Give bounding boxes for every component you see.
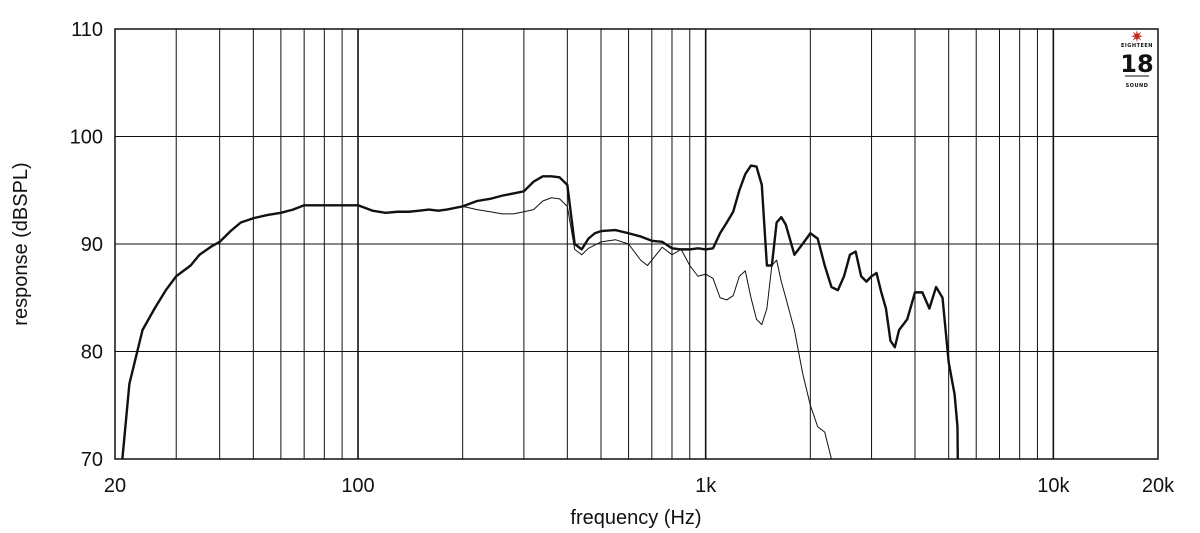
- logo-number: 18: [1120, 50, 1153, 78]
- x-tick-label: 10k: [1037, 475, 1070, 497]
- y-tick-label: 80: [81, 342, 103, 364]
- x-tick-labels: 20 100 1k 10k 20k: [104, 475, 1175, 497]
- y-tick-label: 70: [81, 449, 103, 471]
- x-tick-label: 100: [341, 475, 374, 497]
- y-tick-labels: 70 80 90 100 110: [70, 19, 103, 471]
- x-tick-label: 20k: [1142, 475, 1175, 497]
- x-axis-label: frequency (Hz): [570, 507, 701, 529]
- curves: [121, 164, 959, 460]
- grid-lines: [115, 29, 1158, 459]
- logo-bottom-text: SOUND: [1126, 83, 1149, 89]
- y-axis-label: response (dBSPL): [10, 162, 32, 325]
- plot-frame: [114, 28, 1159, 460]
- brand-logo: ✷ EIGHTEEN 18 SOUND: [1120, 29, 1153, 89]
- y-tick-label: 110: [71, 19, 103, 41]
- logo-star-icon: ✷: [1130, 29, 1143, 46]
- x-tick-label: 1k: [695, 475, 717, 497]
- x-tick-label: 20: [104, 475, 126, 497]
- response-curve-thick: [121, 164, 959, 460]
- y-tick-label: 90: [81, 234, 103, 256]
- logo-top-text: EIGHTEEN: [1121, 43, 1153, 49]
- response-curve-thin: [462, 197, 832, 460]
- y-tick-label: 100: [70, 127, 103, 149]
